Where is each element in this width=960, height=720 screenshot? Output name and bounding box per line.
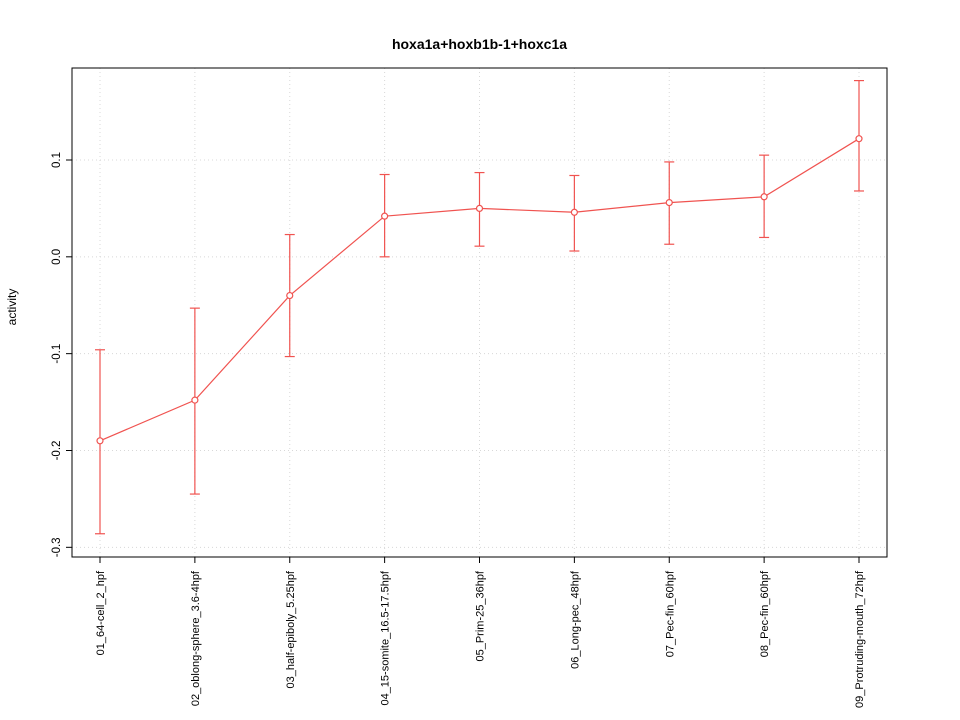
x-category-label: 07_Pec-fin_60hpf <box>664 570 676 657</box>
y-axis-labels: -0.3 -0.2 -0.1 0.0 0.1 <box>51 152 63 557</box>
gridlines <box>72 68 887 557</box>
x-category-label: 03_half-epiboly_5.25hpf <box>285 570 297 688</box>
x-category-label: 09_Protruding-mouth_72hpf <box>854 570 866 708</box>
data-point <box>475 204 484 213</box>
data-point <box>665 198 673 207</box>
data-point <box>760 193 768 201</box>
y-tick-label: -0.1 <box>51 344 63 364</box>
x-category-label: 05_Prim-25_36hpf <box>475 570 487 661</box>
data-point <box>96 437 104 445</box>
x-category-label: 08_Pec-fin_60hpf <box>759 570 771 657</box>
data-point <box>191 396 199 404</box>
data-point <box>286 291 294 300</box>
data-point <box>570 208 578 216</box>
y-tick-label: -0.2 <box>51 441 63 461</box>
axis-ticks <box>66 159 860 563</box>
data-points <box>96 135 863 445</box>
x-category-label: 01_64-cell_2_hpf <box>95 570 107 655</box>
y-tick-label: 0.1 <box>51 152 63 168</box>
y-tick-label: -0.3 <box>51 537 63 557</box>
x-category-label: 06_Long-pec_48hpf <box>569 570 581 669</box>
x-category-label: 04_15-somite_16.5-17.5hpf <box>380 570 392 705</box>
x-category-label: 02_oblong-sphere_3.6-4hpf <box>190 570 202 706</box>
data-point <box>855 135 863 143</box>
x-axis-labels: 01_64-cell_2_hpf 02_oblong-sphere_3.6-4hp… <box>95 570 866 708</box>
y-tick-label: 0.0 <box>51 249 63 265</box>
y-axis-title: activity <box>5 288 19 326</box>
chart-title: hoxa1a+hoxb1b-1+hoxc1a <box>391 36 568 52</box>
data-point <box>381 212 389 220</box>
